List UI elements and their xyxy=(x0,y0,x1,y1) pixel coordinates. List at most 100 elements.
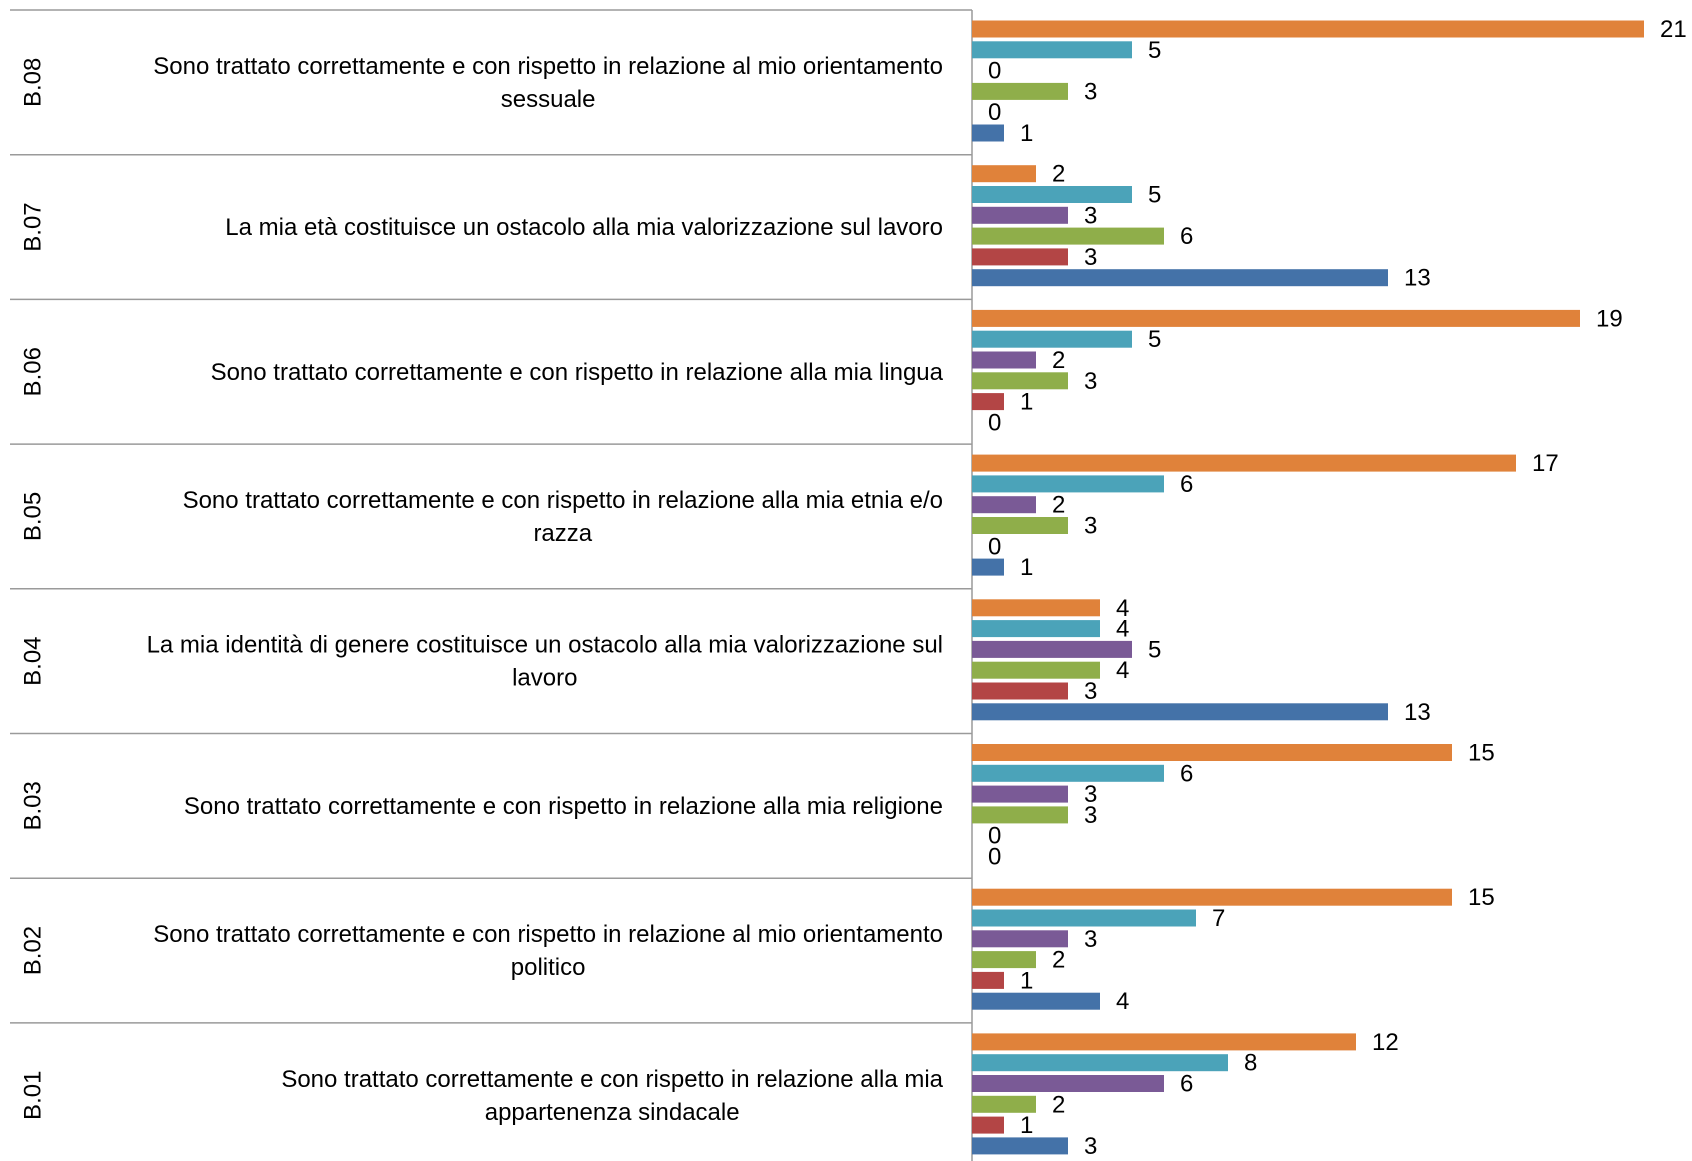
category-label: Sono trattato correttamente e con rispet… xyxy=(153,921,943,981)
category-label-line: lavoro xyxy=(512,665,577,692)
data-label: 6 xyxy=(1180,223,1193,250)
bar xyxy=(972,20,1644,38)
data-label: 3 xyxy=(1084,781,1097,808)
bar xyxy=(972,764,1164,782)
bar xyxy=(972,475,1164,493)
data-label: 3 xyxy=(1084,926,1097,953)
category-group: B.07 La mia età costituisce un ostacolo a… xyxy=(10,161,1431,301)
category-label-line: razza xyxy=(533,520,592,547)
data-label: 3 xyxy=(1084,802,1097,829)
category-group: B.04 La mia identità di genere costituisc… xyxy=(10,595,1431,735)
data-label: 0 xyxy=(988,99,1001,126)
data-label: 13 xyxy=(1404,699,1431,726)
data-label: 3 xyxy=(1084,678,1097,705)
bar xyxy=(972,351,1036,369)
bar xyxy=(972,992,1100,1010)
category-label-line: Sono trattato correttamente e con rispet… xyxy=(153,53,943,80)
category-code: B.08 xyxy=(19,58,46,107)
bar xyxy=(972,393,1004,411)
data-label: 2 xyxy=(1052,1091,1065,1118)
data-label: 2 xyxy=(1052,347,1065,374)
category-group: B.01 Sono trattato correttamente e con ri… xyxy=(19,1029,1398,1160)
bar xyxy=(972,558,1004,576)
category-label-line: sessuale xyxy=(501,86,596,113)
bar xyxy=(972,1075,1164,1092)
bar xyxy=(972,517,1068,534)
bar xyxy=(972,206,1068,224)
bar xyxy=(972,971,1004,989)
data-label: 0 xyxy=(988,58,1001,85)
data-label: 13 xyxy=(1404,265,1431,292)
data-label: 19 xyxy=(1596,305,1623,332)
data-label: 8 xyxy=(1244,1050,1257,1077)
data-label: 6 xyxy=(1180,1071,1193,1098)
data-label: 1 xyxy=(1020,1112,1033,1139)
data-label: 12 xyxy=(1372,1029,1399,1056)
bar xyxy=(972,372,1068,390)
category-code: B.04 xyxy=(19,636,46,685)
bar xyxy=(972,1033,1356,1051)
data-label: 1 xyxy=(1020,967,1033,994)
category-label-line: Sono trattato correttamente e con rispet… xyxy=(153,921,943,948)
category-label: Sono trattato correttamente e con rispet… xyxy=(184,793,943,820)
category-label-line: Sono trattato correttamente e con rispet… xyxy=(184,793,943,820)
data-label: 4 xyxy=(1116,988,1129,1015)
data-label: 6 xyxy=(1180,760,1193,787)
bar xyxy=(972,248,1068,266)
bar xyxy=(972,186,1132,203)
data-label: 0 xyxy=(988,823,1001,850)
category-group: B.06 Sono trattato correttamente e con ri… xyxy=(10,305,1623,445)
bar xyxy=(972,1095,1036,1113)
bar xyxy=(972,640,1132,658)
bar xyxy=(972,454,1516,472)
category-label: Sono trattato correttamente e con rispet… xyxy=(153,53,943,113)
category-label-line: Sono trattato correttamente e con rispet… xyxy=(211,359,944,386)
bar xyxy=(972,703,1388,721)
data-label: 0 xyxy=(988,409,1001,436)
data-label: 0 xyxy=(988,844,1001,871)
data-label: 6 xyxy=(1180,471,1193,498)
data-label: 3 xyxy=(1084,244,1097,271)
bar xyxy=(972,620,1100,638)
category-label-line: La mia identità di genere costituisce un… xyxy=(147,632,943,659)
bar xyxy=(972,806,1068,824)
bar xyxy=(972,496,1036,514)
data-label: 5 xyxy=(1148,37,1161,64)
data-label: 4 xyxy=(1116,595,1129,622)
category-label: La mia età costituisce un ostacolo alla … xyxy=(225,214,943,241)
data-label: 3 xyxy=(1084,202,1097,229)
category-group: B.05 Sono trattato correttamente e con ri… xyxy=(10,450,1559,590)
bar xyxy=(972,785,1068,803)
category-label: Sono trattato correttamente e con rispet… xyxy=(183,487,943,547)
data-label: 15 xyxy=(1468,740,1495,767)
bar xyxy=(972,1054,1228,1072)
data-label: 2 xyxy=(1052,492,1065,519)
bar xyxy=(972,661,1100,679)
bar xyxy=(972,682,1068,700)
category-label-line: Sono trattato correttamente e con rispet… xyxy=(281,1066,943,1093)
data-label: 3 xyxy=(1084,513,1097,540)
bar xyxy=(972,227,1164,245)
data-label: 5 xyxy=(1148,636,1161,663)
category-code: B.03 xyxy=(19,781,46,830)
category-group: B.08 Sono trattato correttamente e con ri… xyxy=(10,16,1687,156)
data-label: 2 xyxy=(1052,161,1065,188)
data-label: 17 xyxy=(1532,450,1559,477)
category-label: Sono trattato correttamente e con rispet… xyxy=(281,1066,943,1126)
bar xyxy=(972,744,1452,761)
category-code: B.05 xyxy=(19,492,46,541)
data-label: 7 xyxy=(1212,905,1225,932)
data-label: 3 xyxy=(1084,1133,1097,1160)
category-label: La mia identità di genere costituisce un… xyxy=(147,632,943,692)
category-code: B.06 xyxy=(19,347,46,396)
data-label: 4 xyxy=(1116,616,1129,643)
data-label: 5 xyxy=(1148,326,1161,353)
bar xyxy=(972,82,1068,100)
bar xyxy=(972,269,1388,287)
bar xyxy=(972,930,1068,948)
data-label: 1 xyxy=(1020,389,1033,416)
data-label: 15 xyxy=(1468,884,1495,911)
category-label-line: La mia età costituisce un ostacolo alla … xyxy=(225,214,943,241)
bar xyxy=(972,309,1580,327)
